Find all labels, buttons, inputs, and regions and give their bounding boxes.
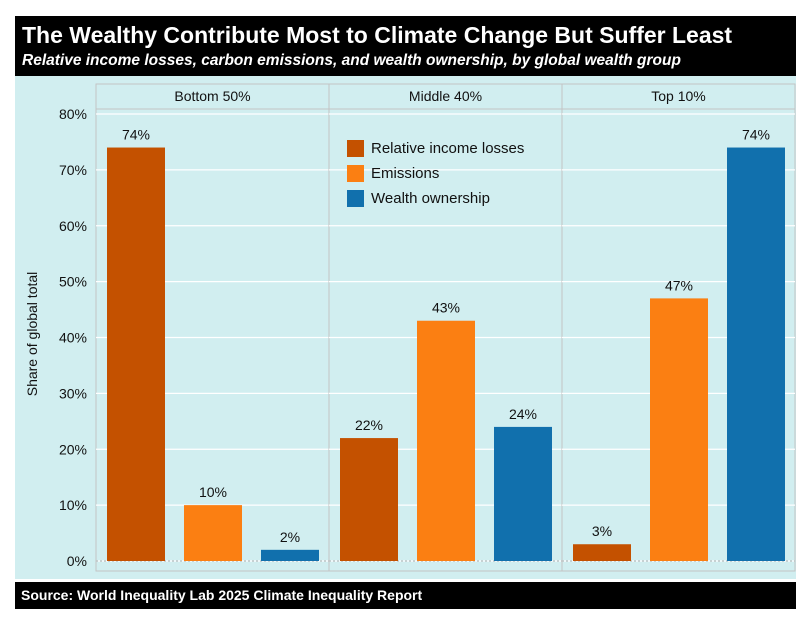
data-label: 74% <box>742 127 770 143</box>
data-label: 22% <box>355 417 383 433</box>
facet-label: Top 10% <box>651 88 705 104</box>
y-tick-label: 20% <box>59 441 87 457</box>
legend-label: Wealth ownership <box>371 190 490 207</box>
y-tick-label: 50% <box>59 274 87 290</box>
facet-panel <box>561 108 796 572</box>
y-tick-label: 0% <box>67 553 87 569</box>
source-bar: Source: World Inequality Lab 2025 Climat… <box>15 582 796 609</box>
legend-swatch <box>347 165 364 182</box>
bar-chart: Bottom 50% 74% 10% 2% Middle 40% 22% 43% 24% Top… <box>24 83 796 572</box>
bar <box>261 549 319 561</box>
bar <box>727 147 785 561</box>
y-tick-label: 30% <box>59 385 87 401</box>
chart-title: The Wealthy Contribute Most to Climate C… <box>22 22 733 48</box>
facet-strip <box>561 83 796 110</box>
bar <box>650 298 708 561</box>
y-tick-label: 40% <box>59 330 87 346</box>
facet-strip <box>328 83 563 110</box>
bar <box>184 505 242 561</box>
y-tick-label: 60% <box>59 218 87 234</box>
bar <box>107 147 165 561</box>
data-label: 47% <box>665 277 693 293</box>
chart-area: Bottom 50% 74% 10% 2% Middle 40% 22% 43% 24% Top… <box>15 76 796 579</box>
data-label: 43% <box>432 300 460 316</box>
data-label: 10% <box>199 484 227 500</box>
y-axis-title: Share of global total <box>24 272 40 397</box>
data-label: 2% <box>280 529 300 545</box>
bar <box>417 320 475 561</box>
legend-swatch <box>347 190 364 207</box>
bar <box>494 426 552 561</box>
facet-label: Middle 40% <box>409 88 482 104</box>
y-tick-label: 10% <box>59 497 87 513</box>
bar <box>340 438 398 561</box>
data-label: 3% <box>592 523 612 539</box>
legend-item: Relative income losses <box>347 136 524 161</box>
facet-strip <box>95 83 330 110</box>
title-bar: The Wealthy Contribute Most to Climate C… <box>15 16 796 76</box>
y-tick-label: 70% <box>59 162 87 178</box>
data-label: 24% <box>509 406 537 422</box>
data-label: 74% <box>122 127 150 143</box>
chart-subtitle: Relative income losses, carbon emissions… <box>22 52 681 69</box>
legend-item: Wealth ownership <box>347 186 524 211</box>
source-note: Source: World Inequality Lab 2025 Climat… <box>21 587 423 603</box>
legend-item: Emissions <box>347 161 524 186</box>
y-tick-label: 80% <box>59 106 87 122</box>
bar <box>573 544 631 561</box>
chart-legend: Relative income losses Emissions Wealth ow… <box>347 136 524 211</box>
legend-swatch <box>347 140 364 157</box>
legend-label: Emissions <box>371 165 440 182</box>
facet-label: Bottom 50% <box>174 88 250 104</box>
legend-label: Relative income losses <box>371 140 525 157</box>
